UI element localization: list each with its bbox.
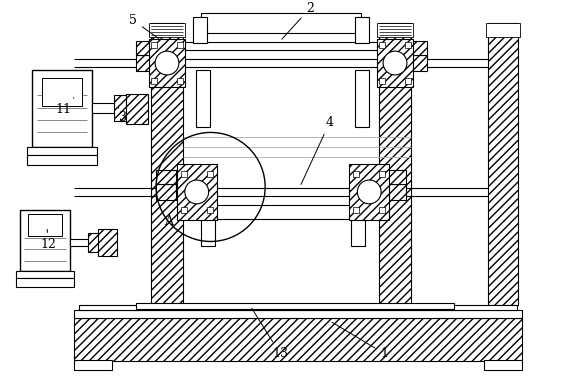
Text: 3: 3 [118, 108, 127, 124]
Text: A: A [165, 215, 174, 228]
Bar [486, 23, 520, 37]
Text: 4: 4 [301, 116, 333, 185]
Bar [379, 207, 385, 213]
Bar [201, 205, 361, 219]
Bar [151, 78, 157, 84]
Bar [28, 214, 62, 235]
Bar [181, 207, 187, 213]
Bar [136, 303, 453, 309]
Bar [27, 155, 97, 165]
Bar [386, 170, 406, 184]
Bar [411, 41, 427, 55]
Bar [377, 39, 413, 87]
Bar [74, 318, 522, 361]
Bar [181, 171, 187, 177]
Bar [207, 207, 213, 213]
Bar [97, 229, 118, 256]
Bar [351, 205, 365, 246]
Bar [193, 17, 207, 43]
Bar [79, 305, 517, 310]
Bar [16, 278, 74, 287]
Circle shape [155, 51, 179, 75]
Bar [32, 70, 92, 147]
Bar [353, 207, 359, 213]
Bar [484, 361, 522, 370]
Bar [379, 42, 385, 48]
Text: 5: 5 [130, 14, 159, 39]
Bar [349, 164, 389, 220]
Bar [74, 310, 522, 318]
Bar [405, 78, 411, 84]
Bar [355, 17, 369, 43]
Text: 11: 11 [56, 98, 74, 116]
Bar [355, 70, 369, 127]
Circle shape [185, 180, 209, 204]
Bar [126, 94, 148, 123]
Bar [377, 23, 413, 37]
Bar [177, 164, 217, 220]
Bar [136, 41, 152, 55]
Bar [16, 271, 74, 278]
Circle shape [383, 51, 407, 75]
Text: 2: 2 [282, 2, 314, 39]
Bar [196, 70, 209, 127]
Circle shape [357, 180, 381, 204]
Bar [149, 23, 185, 37]
Bar [353, 171, 359, 177]
Bar [42, 78, 82, 106]
Bar [20, 210, 70, 271]
Bar [27, 147, 97, 155]
Bar [74, 361, 112, 370]
Bar [177, 42, 183, 48]
Bar [207, 171, 213, 177]
Bar [405, 42, 411, 48]
Bar [156, 170, 176, 184]
Bar [88, 233, 100, 252]
Bar [92, 103, 117, 112]
Bar [379, 171, 385, 177]
Bar [201, 14, 361, 33]
Bar [136, 55, 152, 71]
Bar [386, 184, 406, 200]
Bar [114, 95, 128, 121]
Bar [488, 23, 518, 305]
Text: 12: 12 [40, 229, 56, 251]
Bar [151, 23, 183, 305]
Bar [411, 55, 427, 71]
Bar [70, 238, 89, 246]
Bar [379, 23, 411, 305]
Bar [151, 42, 157, 48]
Text: 1: 1 [332, 322, 388, 360]
Text: 13: 13 [252, 308, 288, 360]
Bar [201, 205, 215, 246]
Bar [379, 78, 385, 84]
Bar [149, 39, 185, 87]
Bar [156, 184, 176, 200]
Bar [177, 78, 183, 84]
